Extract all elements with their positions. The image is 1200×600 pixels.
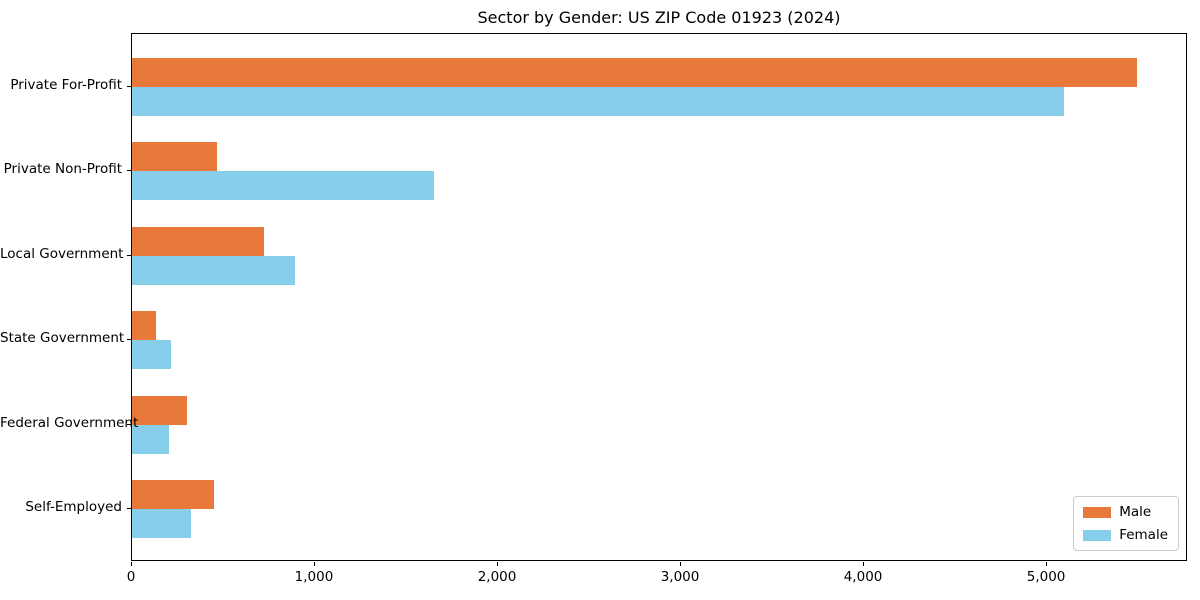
bar-male-federal-government <box>132 395 187 425</box>
bar-female-state-government <box>132 340 172 370</box>
x-tick-label: 0 <box>126 569 136 585</box>
category-label-private-non-profit: Private Non-Profit <box>3 161 122 178</box>
x-tick-label: 4,000 <box>843 569 883 585</box>
bar-male-state-government <box>132 311 156 341</box>
y-tick <box>127 86 131 87</box>
bar-male-private-non-profit <box>132 142 218 172</box>
legend: Male Female <box>1073 496 1179 551</box>
legend-entry-female: Female <box>1083 527 1168 543</box>
x-tick <box>131 562 132 566</box>
legend-swatch-female <box>1083 529 1112 541</box>
x-tick <box>1046 562 1048 566</box>
bar-male-private-for-profit <box>132 58 1137 87</box>
x-tick-label: 1,000 <box>294 569 334 585</box>
x-tick <box>680 562 682 566</box>
x-tick <box>497 562 499 566</box>
category-label-self-employed: Self-Employed <box>25 499 122 515</box>
plot-area: Male Female <box>131 33 1187 561</box>
bar-female-local-government <box>132 255 295 285</box>
bar-female-private-non-profit <box>132 171 434 201</box>
category-label-private-for-profit: Private For-Profit <box>10 77 122 93</box>
x-tick-label: 2,000 <box>477 569 517 585</box>
chart-title: Sector by Gender: US ZIP Code 01923 (202… <box>477 8 841 27</box>
category-label-local-government: Local Government <box>0 245 124 262</box>
y-tick <box>127 508 131 509</box>
legend-swatch-male <box>1083 506 1112 518</box>
y-tick <box>127 254 131 256</box>
x-tick-label: 3,000 <box>660 569 700 585</box>
category-label-state-government: State Government <box>0 330 125 347</box>
x-tick <box>863 562 865 566</box>
x-tick <box>314 562 315 566</box>
category-label-federal-government: Federal Government <box>0 414 139 431</box>
bar-male-self-employed <box>132 480 215 509</box>
y-tick <box>127 423 131 425</box>
y-tick <box>127 170 131 172</box>
bar-male-local-government <box>132 226 264 256</box>
x-tick-label: 5,000 <box>1026 569 1066 585</box>
bar-female-self-employed <box>132 509 191 538</box>
legend-entry-male: Male <box>1083 504 1168 520</box>
legend-label-female: Female <box>1119 527 1168 543</box>
y-tick <box>127 339 131 341</box>
legend-label-male: Male <box>1119 504 1152 520</box>
bar-female-federal-government <box>132 424 169 454</box>
bar-female-private-for-profit <box>132 87 1064 116</box>
